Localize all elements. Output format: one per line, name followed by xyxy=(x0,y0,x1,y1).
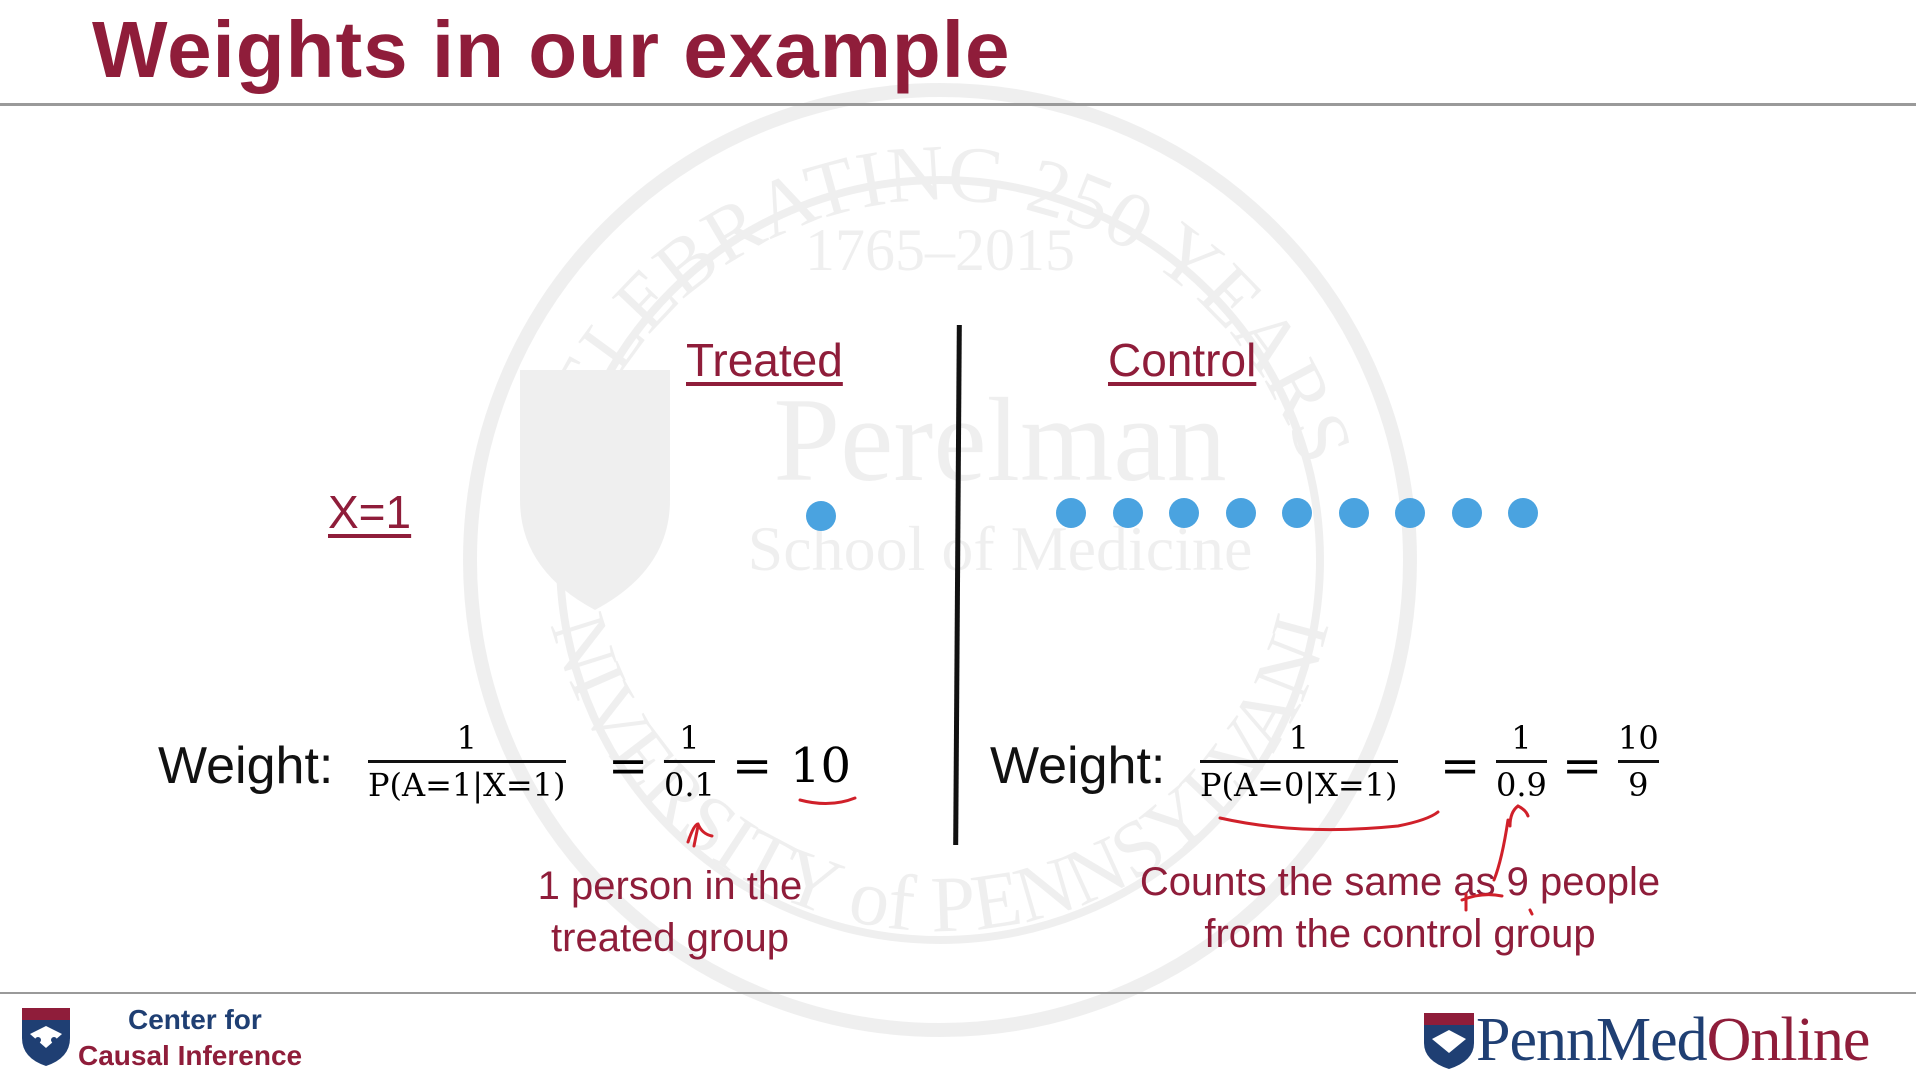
treated-frac2-denominator: 0.1 xyxy=(664,766,715,804)
control-frac1-numerator: 1 xyxy=(1288,719,1309,757)
treated-header: Treated xyxy=(686,334,843,386)
treated-annotation: 1 person in the treated group xyxy=(500,860,840,964)
treated-weight-result: 10 xyxy=(790,738,852,794)
svg-text:1765–2015: 1765–2015 xyxy=(805,217,1075,283)
control-weight-label: Weight: xyxy=(990,737,1166,795)
treated-equals-2: = xyxy=(732,738,773,794)
center-for-causal-inference-logo: Center for Causal Inference xyxy=(78,1002,302,1074)
treated-annotation-line2: treated group xyxy=(551,916,789,960)
control-equals-2: = xyxy=(1562,738,1603,794)
svg-text:UNIVERSITY of PENNSYLVANIA: UNIVERSITY of PENNSYLVANIA xyxy=(440,60,1347,950)
control-frac3-numerator: 10 xyxy=(1618,719,1659,757)
penn-shield-icon xyxy=(1424,1012,1474,1069)
treated-annotation-line1: 1 person in the xyxy=(537,864,803,908)
penn-shield-icon xyxy=(22,1008,70,1066)
control-frac2-denominator: 0.9 xyxy=(1496,766,1547,804)
treated-fraction-1: 1 P(A=1|X=1) xyxy=(368,718,566,805)
control-equals-1: = xyxy=(1440,738,1481,794)
control-annotation-line2: from the control group xyxy=(1204,912,1596,956)
title-divider xyxy=(0,103,1916,106)
pennmedonline-wordmark: PennMedOnline xyxy=(1476,1006,1870,1074)
treated-equals-1: = xyxy=(608,738,649,794)
control-frac2-numerator: 1 xyxy=(1511,719,1532,757)
control-frac1-denominator: P(A=0|X=1) xyxy=(1200,766,1398,804)
treated-frac1-denominator: P(A=1|X=1) xyxy=(368,766,566,804)
slide-title: Weights in our example xyxy=(92,5,1011,94)
control-person-dot xyxy=(1395,498,1425,528)
pennmedonline-logo: PennMedOnline xyxy=(1422,1005,1870,1076)
control-annotation-line1: Counts the same as 9 people xyxy=(1139,860,1661,904)
control-person-dot xyxy=(1508,498,1538,528)
footer-center-line2: Causal Inference xyxy=(78,1040,303,1071)
control-fraction-3: 10 9 xyxy=(1618,718,1659,805)
control-person-dot xyxy=(1169,498,1199,528)
x-equals-1-label: X=1 xyxy=(328,486,412,538)
control-frac3-denominator: 9 xyxy=(1628,766,1649,804)
treated-frac1-numerator: 1 xyxy=(456,719,477,757)
control-person-dot xyxy=(1226,498,1256,528)
control-person-dot xyxy=(1056,498,1086,528)
footer-center-line1: Center for xyxy=(128,1004,262,1035)
svg-text:Perelman: Perelman xyxy=(773,373,1226,506)
control-person-dot xyxy=(1113,498,1143,528)
group-divider-line xyxy=(953,324,962,846)
control-person-dot xyxy=(1282,498,1312,528)
control-fraction-1: 1 P(A=0|X=1) xyxy=(1200,718,1398,805)
control-annotation: Counts the same as 9 people from the con… xyxy=(1110,856,1690,960)
svg-text:CELEBRATING 250 YEARS: CELEBRATING 250 YEARS xyxy=(511,129,1370,474)
treated-frac2-numerator: 1 xyxy=(679,719,700,757)
control-fraction-2: 1 0.9 xyxy=(1496,718,1547,805)
control-person-dot xyxy=(1452,498,1482,528)
control-header: Control xyxy=(1108,334,1257,386)
control-person-dot xyxy=(1339,498,1369,528)
footer-divider xyxy=(0,992,1916,994)
treated-weight-label: Weight: xyxy=(158,737,334,795)
treated-person-dot xyxy=(806,501,836,531)
treated-fraction-2: 1 0.1 xyxy=(664,718,715,805)
